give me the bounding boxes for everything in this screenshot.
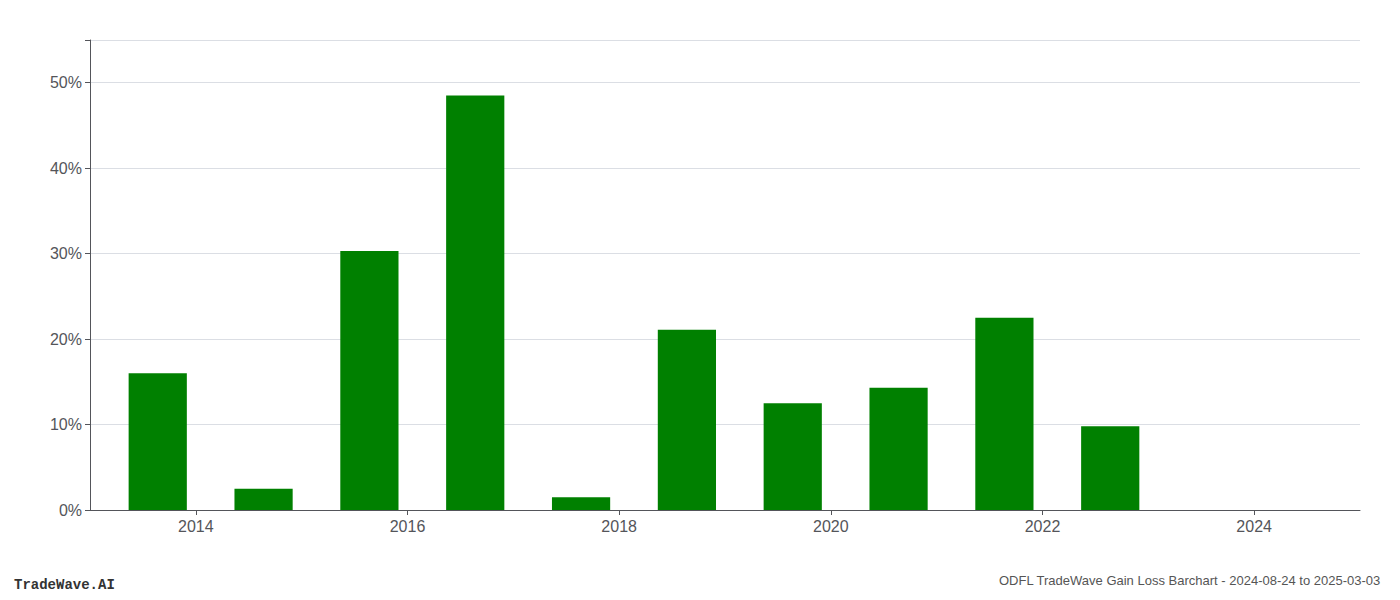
svg-text:2024: 2024 [1236,518,1272,535]
svg-text:2014: 2014 [178,518,214,535]
svg-text:TradeWave.AI: TradeWave.AI [14,577,115,593]
svg-text:20%: 20% [50,331,82,348]
svg-text:30%: 30% [50,245,82,262]
svg-text:10%: 10% [50,416,82,433]
svg-text:40%: 40% [50,160,82,177]
svg-text:50%: 50% [50,74,82,91]
svg-text:2020: 2020 [813,518,849,535]
svg-text:2022: 2022 [1025,518,1061,535]
svg-text:ODFL TradeWave Gain Loss Barch: ODFL TradeWave Gain Loss Barchart - 2024… [999,573,1380,588]
svg-text:2016: 2016 [390,518,426,535]
svg-text:0%: 0% [59,502,82,519]
svg-text:2018: 2018 [601,518,637,535]
